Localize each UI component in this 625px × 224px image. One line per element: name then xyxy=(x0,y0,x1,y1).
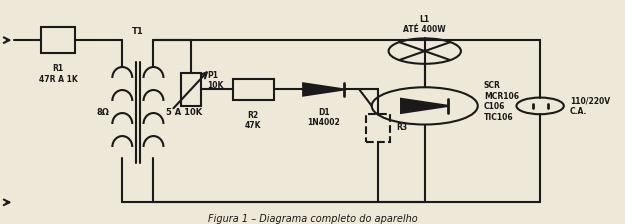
Text: 8Ω: 8Ω xyxy=(97,108,110,117)
Text: SCR
MCR106
C106
TIC106: SCR MCR106 C106 TIC106 xyxy=(484,81,519,122)
Polygon shape xyxy=(401,99,449,113)
Bar xyxy=(41,27,75,53)
Text: R3: R3 xyxy=(396,123,408,132)
Text: R1
47R A 1K: R1 47R A 1K xyxy=(39,64,78,84)
Bar xyxy=(233,79,274,100)
Polygon shape xyxy=(303,83,344,96)
Text: Figura 1 – Diagrama completo do aparelho: Figura 1 – Diagrama completo do aparelho xyxy=(208,214,418,224)
Bar xyxy=(181,73,201,106)
Text: P1
10K: P1 10K xyxy=(207,71,224,90)
Text: 110/220V
C.A.: 110/220V C.A. xyxy=(570,96,610,116)
Text: D1
1N4002: D1 1N4002 xyxy=(308,108,340,127)
Text: T1: T1 xyxy=(132,27,144,36)
Text: L1
ATÉ 400W: L1 ATÉ 400W xyxy=(404,15,446,34)
Bar xyxy=(366,114,390,142)
Text: R2
47K: R2 47K xyxy=(245,111,261,130)
Text: 5 A 10K: 5 A 10K xyxy=(166,108,202,117)
